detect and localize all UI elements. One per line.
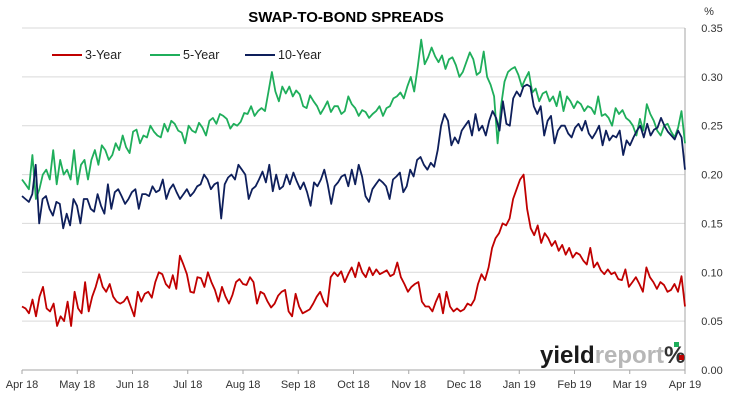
x-tick-label: Sep 18 — [281, 379, 316, 391]
legend-label-3-year: 3-Year — [85, 48, 121, 62]
svg-text:yieldreport%: yieldreport% — [540, 342, 685, 369]
logo-percent-red-dot — [679, 355, 684, 360]
x-tick-label: Nov 18 — [391, 379, 426, 391]
x-tick-label: Apr 19 — [669, 379, 701, 391]
y-tick-label: 0.25 — [701, 121, 722, 133]
series-line-5-year — [21, 38, 686, 200]
axes — [22, 28, 686, 371]
yieldreport-logo: yieldreport% — [540, 342, 685, 369]
y-tick-label: 0.15 — [701, 218, 722, 230]
y-tick-label: 0.05 — [701, 316, 722, 328]
x-tick-label: Aug 18 — [226, 379, 261, 391]
x-tick-label: Jan 19 — [503, 379, 536, 391]
logo-percent-green-dot — [674, 342, 679, 347]
y-tick-label: 0.10 — [701, 267, 722, 279]
series-lines — [21, 38, 686, 327]
x-tick-label: May 18 — [59, 379, 95, 391]
x-tick-label: Dec 18 — [447, 379, 482, 391]
y-unit-label: % — [704, 6, 714, 18]
x-tick-label: Jun 18 — [116, 379, 149, 391]
legend-label-5-year: 5-Year — [183, 48, 219, 62]
legend: 3-Year 5-Year 10-Year — [52, 48, 321, 62]
y-tick-label: 0.35 — [701, 23, 722, 35]
x-tick-label: Feb 19 — [557, 379, 591, 391]
logo-text-yield: yield — [540, 342, 595, 369]
y-tick-label: 0.30 — [701, 72, 722, 84]
x-tick-label: Oct 18 — [337, 379, 369, 391]
legend-label-10-year: 10-Year — [278, 48, 321, 62]
x-tick-label: Mar 19 — [613, 379, 647, 391]
x-tick-label: Apr 18 — [6, 379, 38, 391]
series-line-10-year — [21, 83, 686, 230]
series-line-3-year — [21, 173, 686, 327]
y-tick-labels: 0.00 0.05 0.10 0.15 0.20 0.25 0.30 0.35 — [701, 23, 722, 377]
gridlines — [22, 27, 685, 322]
chart-title: SWAP-TO-BOND SPREADS — [248, 9, 444, 26]
logo-text-report: report — [595, 342, 664, 369]
logo-percent-sign: % — [664, 342, 685, 369]
x-tick-label: Jul 18 — [173, 379, 202, 391]
y-tick-label: 0.20 — [701, 170, 722, 182]
y-tick-label: 0.00 — [701, 365, 722, 377]
x-tick-labels: Apr 18 May 18 Jun 18 Jul 18 Aug 18 Sep 18 Oct … — [6, 370, 701, 391]
